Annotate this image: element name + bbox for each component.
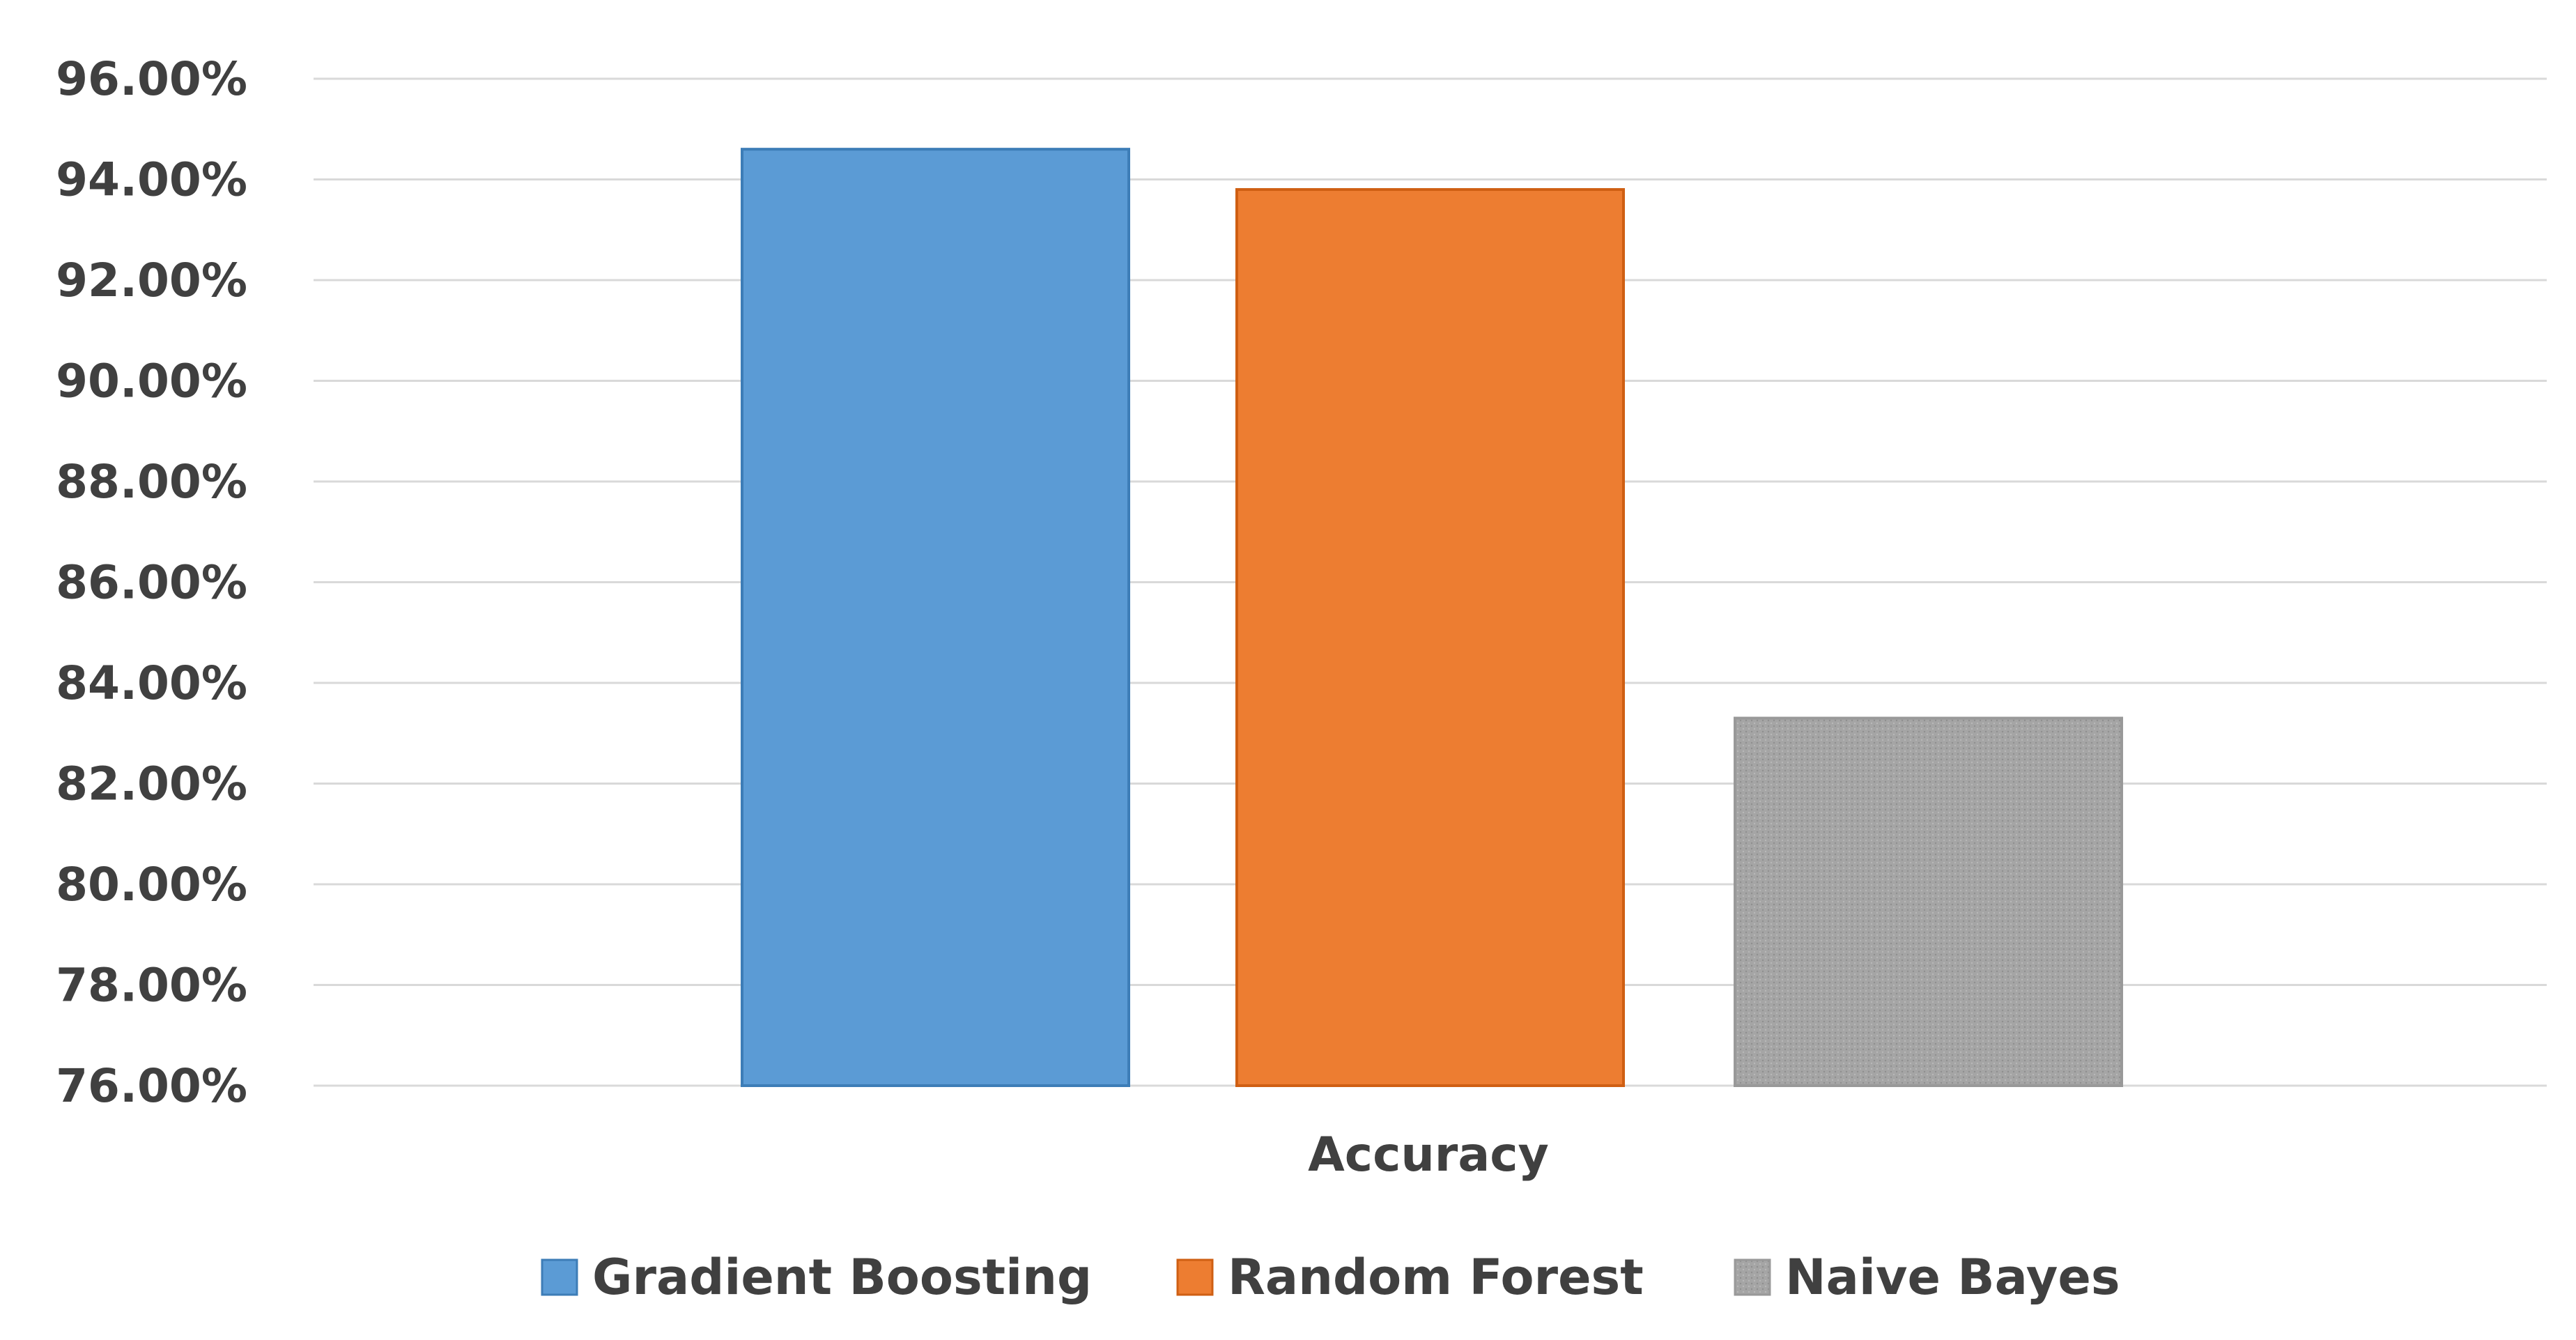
y-tick-label: 86.00% [56,556,247,610]
y-tick-label: 88.00% [56,455,247,509]
y-tick-label: 76.00% [56,1059,247,1113]
legend: Gradient Boosting Random Forest Naive Baye… [541,1249,2120,1306]
y-tick-label: 96.00% [56,52,247,106]
legend-label: Gradient Boosting [592,1249,1092,1306]
y-axis-tick-labels: 96.00% 94.00% 92.00% 90.00% 88.00% 86.00% 84.0… [56,52,247,1113]
bars [741,148,2123,1088]
legend-swatch-naive-bayes [1734,1258,1771,1296]
bar-naive-bayes [1734,716,2123,1087]
y-tick-label: 80.00% [56,858,247,911]
legend-swatch-random-forest [1176,1258,1214,1296]
y-tick-label: 92.00% [56,254,247,307]
y-tick-label: 94.00% [56,153,247,207]
bar-random-forest [1235,187,1625,1088]
legend-swatch-gradient-boosting [541,1258,578,1296]
y-tick-label: 82.00% [56,757,247,811]
legend-label: Random Forest [1228,1249,1644,1306]
y-tick-label: 84.00% [56,656,247,710]
y-tick-label: 90.00% [56,355,247,408]
x-category-label: Accuracy [1308,1127,1549,1183]
x-axis-category-labels: Accuracy [1308,1127,1549,1183]
bar-gradient-boosting [741,148,1130,1087]
y-tick-label: 78.00% [56,959,247,1012]
legend-label: Naive Bayes [1785,1249,2120,1306]
